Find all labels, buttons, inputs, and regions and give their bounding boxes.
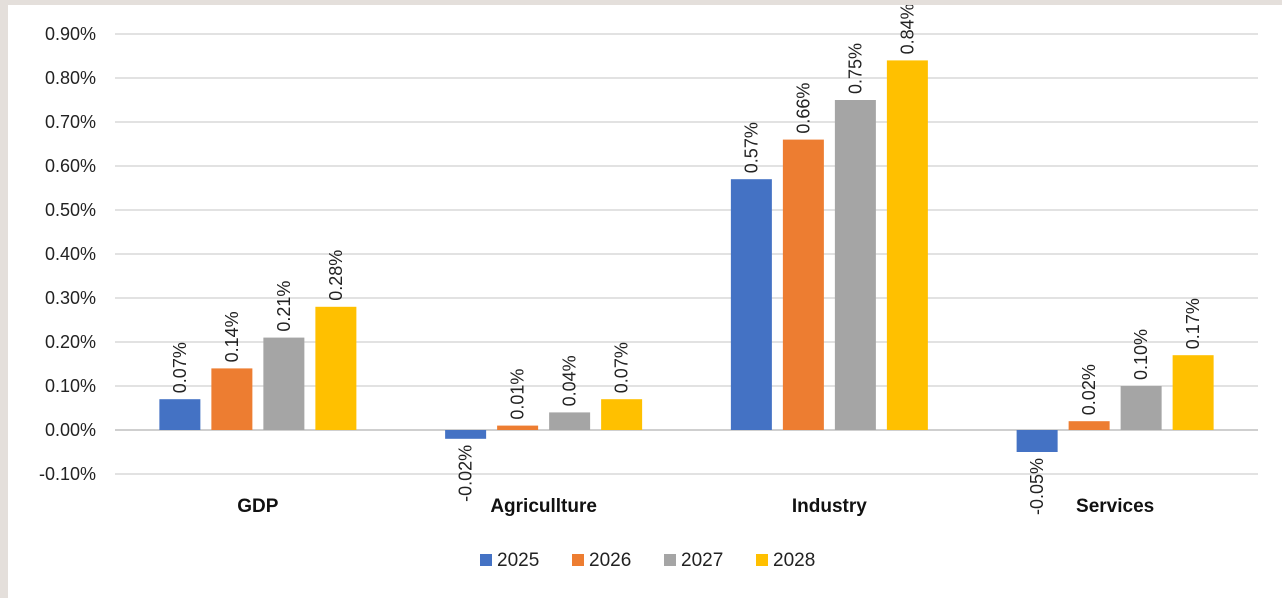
legend-label: 2026 — [589, 550, 631, 571]
bar-chart: 0.90% 0.80% 0.70% 0.60% 0.50% 0.40% 0.30% 0.20%… — [39, 5, 1258, 571]
bar-services-2027 — [1120, 386, 1162, 430]
y-tick-label: 0.70% — [45, 112, 96, 132]
category-label: Agricullture — [490, 496, 597, 517]
data-label: 0.01% — [508, 369, 528, 420]
bar-gdp-2025 — [159, 399, 201, 430]
bars — [159, 60, 1214, 452]
y-tick-label: 0.30% — [45, 288, 96, 308]
y-tick-label: 0.20% — [45, 332, 96, 352]
category-label: Services — [1076, 496, 1154, 517]
data-label: 0.66% — [793, 83, 813, 134]
chart-frame: 0.90% 0.80% 0.70% 0.60% 0.50% 0.40% 0.30% 0.20%… — [8, 5, 1282, 598]
y-tick-label: 0.90% — [45, 24, 96, 44]
legend-swatch — [480, 554, 492, 566]
data-label: 0.84% — [897, 5, 917, 54]
bar-services-2026 — [1068, 421, 1110, 430]
data-labels: 0.07% 0.14% 0.21% 0.28% -0.02% 0.01% 0.04% 0.07… — [170, 5, 1203, 515]
data-label: 0.21% — [274, 281, 294, 332]
category-label: GDP — [237, 496, 279, 517]
y-axis-ticks: 0.90% 0.80% 0.70% 0.60% 0.50% 0.40% 0.30% 0.20%… — [39, 24, 96, 484]
y-tick-label: -0.10% — [39, 464, 96, 484]
data-label: 0.10% — [1131, 329, 1151, 380]
data-label: -0.02% — [456, 445, 476, 502]
category-labels: GDP Agricullture Industry Services — [237, 496, 1154, 517]
data-label: 0.04% — [560, 355, 580, 406]
legend: 2025 2026 2027 2028 — [480, 550, 815, 571]
gridlines — [115, 33, 1258, 475]
bar-services-2028 — [1172, 355, 1214, 430]
bar-agricullture-2028 — [601, 399, 643, 430]
bar-industry-2028 — [886, 60, 928, 431]
y-tick-label: 0.80% — [45, 68, 96, 88]
y-tick-label: 0.10% — [45, 376, 96, 396]
y-tick-label: 0.40% — [45, 244, 96, 264]
bar-agricullture-2026 — [497, 425, 539, 430]
bar-services-2025 — [1016, 430, 1058, 452]
bar-gdp-2028 — [315, 306, 357, 430]
data-label: 0.07% — [612, 342, 632, 393]
bar-gdp-2026 — [211, 368, 253, 430]
bar-industry-2025 — [730, 179, 772, 430]
bar-gdp-2027 — [263, 337, 305, 430]
data-label: 0.75% — [845, 43, 865, 94]
y-tick-label: 0.00% — [45, 420, 96, 440]
legend-swatch — [756, 554, 768, 566]
bar-industry-2026 — [782, 139, 824, 430]
legend-swatch — [664, 554, 676, 566]
bar-agricullture-2027 — [549, 412, 591, 430]
data-label: 0.17% — [1183, 298, 1203, 349]
category-label: Industry — [792, 496, 867, 517]
bar-agricullture-2025 — [445, 430, 487, 439]
data-label: 0.07% — [170, 342, 190, 393]
data-label: 0.57% — [741, 122, 761, 173]
bar-industry-2027 — [834, 100, 876, 430]
data-label: 0.02% — [1079, 364, 1099, 415]
legend-label: 2028 — [773, 550, 815, 571]
data-label: 0.14% — [222, 311, 242, 362]
y-tick-label: 0.50% — [45, 200, 96, 220]
legend-swatch — [572, 554, 584, 566]
y-tick-label: 0.60% — [45, 156, 96, 176]
legend-label: 2027 — [681, 550, 723, 571]
data-label: -0.05% — [1027, 458, 1047, 515]
legend-label: 2025 — [497, 550, 539, 571]
data-label: 0.28% — [326, 250, 346, 301]
